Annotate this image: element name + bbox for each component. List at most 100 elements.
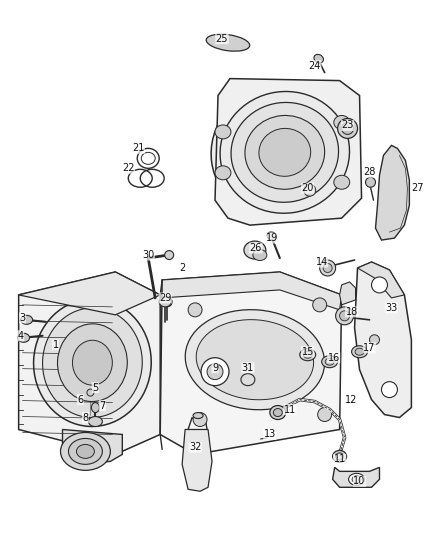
Text: 23: 23 bbox=[341, 120, 354, 131]
Text: 6: 6 bbox=[78, 394, 84, 405]
Ellipse shape bbox=[231, 102, 339, 203]
Ellipse shape bbox=[34, 299, 151, 426]
Ellipse shape bbox=[352, 476, 361, 483]
Text: 30: 30 bbox=[142, 250, 154, 260]
Ellipse shape bbox=[77, 445, 95, 458]
Ellipse shape bbox=[325, 358, 334, 365]
Ellipse shape bbox=[321, 356, 338, 368]
Ellipse shape bbox=[162, 297, 172, 307]
Text: 14: 14 bbox=[315, 257, 328, 267]
Text: 4: 4 bbox=[18, 331, 24, 341]
Ellipse shape bbox=[238, 108, 332, 196]
Ellipse shape bbox=[342, 123, 353, 134]
Ellipse shape bbox=[253, 249, 267, 261]
Ellipse shape bbox=[303, 351, 312, 358]
Ellipse shape bbox=[220, 92, 350, 213]
Polygon shape bbox=[160, 272, 342, 455]
Polygon shape bbox=[355, 262, 411, 417]
Ellipse shape bbox=[68, 439, 102, 464]
Ellipse shape bbox=[336, 453, 343, 460]
Ellipse shape bbox=[159, 297, 171, 307]
Text: 26: 26 bbox=[250, 243, 262, 253]
Ellipse shape bbox=[201, 358, 229, 385]
Ellipse shape bbox=[355, 348, 364, 355]
Ellipse shape bbox=[165, 251, 173, 260]
Ellipse shape bbox=[21, 316, 32, 324]
Ellipse shape bbox=[339, 311, 350, 321]
Text: 10: 10 bbox=[353, 477, 366, 486]
Polygon shape bbox=[375, 146, 410, 240]
Ellipse shape bbox=[320, 260, 336, 276]
Text: 5: 5 bbox=[92, 383, 99, 393]
Ellipse shape bbox=[336, 307, 353, 325]
Polygon shape bbox=[215, 78, 361, 225]
Polygon shape bbox=[19, 272, 160, 455]
Ellipse shape bbox=[314, 54, 323, 63]
Ellipse shape bbox=[222, 94, 347, 211]
Ellipse shape bbox=[18, 333, 30, 342]
Ellipse shape bbox=[267, 232, 277, 240]
Text: 29: 29 bbox=[159, 293, 171, 303]
Ellipse shape bbox=[334, 175, 350, 189]
Ellipse shape bbox=[318, 408, 332, 422]
Ellipse shape bbox=[42, 308, 142, 417]
Ellipse shape bbox=[370, 335, 379, 345]
Text: 7: 7 bbox=[99, 401, 106, 410]
Ellipse shape bbox=[338, 118, 357, 139]
Text: 18: 18 bbox=[346, 307, 358, 317]
Text: 28: 28 bbox=[364, 167, 376, 177]
Ellipse shape bbox=[334, 116, 350, 130]
Ellipse shape bbox=[304, 184, 316, 196]
Ellipse shape bbox=[193, 413, 203, 418]
Text: 32: 32 bbox=[189, 442, 201, 453]
Ellipse shape bbox=[381, 382, 397, 398]
Text: 15: 15 bbox=[301, 347, 314, 357]
Ellipse shape bbox=[245, 116, 325, 189]
Text: 27: 27 bbox=[411, 183, 424, 193]
Ellipse shape bbox=[244, 241, 266, 259]
Ellipse shape bbox=[211, 84, 358, 221]
Ellipse shape bbox=[207, 364, 223, 379]
Ellipse shape bbox=[371, 277, 388, 293]
Ellipse shape bbox=[215, 166, 231, 180]
Text: 8: 8 bbox=[82, 413, 88, 423]
Ellipse shape bbox=[270, 406, 286, 419]
Text: 9: 9 bbox=[212, 362, 218, 373]
Ellipse shape bbox=[185, 310, 325, 410]
Ellipse shape bbox=[196, 320, 314, 400]
Ellipse shape bbox=[206, 34, 250, 51]
Text: 19: 19 bbox=[266, 233, 278, 243]
Ellipse shape bbox=[92, 402, 99, 413]
Ellipse shape bbox=[254, 124, 316, 181]
Ellipse shape bbox=[366, 177, 375, 187]
Polygon shape bbox=[19, 272, 160, 315]
Text: 13: 13 bbox=[264, 430, 276, 440]
Text: 22: 22 bbox=[122, 163, 134, 173]
Ellipse shape bbox=[215, 125, 231, 139]
Text: 12: 12 bbox=[346, 394, 358, 405]
Text: 11: 11 bbox=[284, 405, 296, 415]
Text: 1: 1 bbox=[53, 340, 59, 350]
Ellipse shape bbox=[193, 413, 207, 426]
Ellipse shape bbox=[87, 389, 94, 396]
Ellipse shape bbox=[300, 349, 316, 361]
Text: 20: 20 bbox=[301, 183, 314, 193]
Ellipse shape bbox=[72, 340, 112, 385]
Ellipse shape bbox=[332, 450, 346, 462]
Text: 33: 33 bbox=[385, 303, 398, 313]
Ellipse shape bbox=[273, 409, 283, 416]
Text: 21: 21 bbox=[132, 143, 145, 154]
Text: 3: 3 bbox=[20, 313, 26, 323]
Ellipse shape bbox=[323, 263, 332, 272]
Text: 16: 16 bbox=[328, 353, 340, 363]
Text: 2: 2 bbox=[179, 263, 185, 273]
Polygon shape bbox=[332, 467, 379, 487]
Ellipse shape bbox=[259, 128, 311, 176]
Polygon shape bbox=[162, 272, 342, 310]
Text: 11: 11 bbox=[333, 455, 346, 464]
Ellipse shape bbox=[352, 346, 367, 358]
Text: 17: 17 bbox=[364, 343, 376, 353]
Polygon shape bbox=[339, 282, 356, 305]
Ellipse shape bbox=[349, 473, 364, 486]
Text: 24: 24 bbox=[308, 61, 321, 71]
